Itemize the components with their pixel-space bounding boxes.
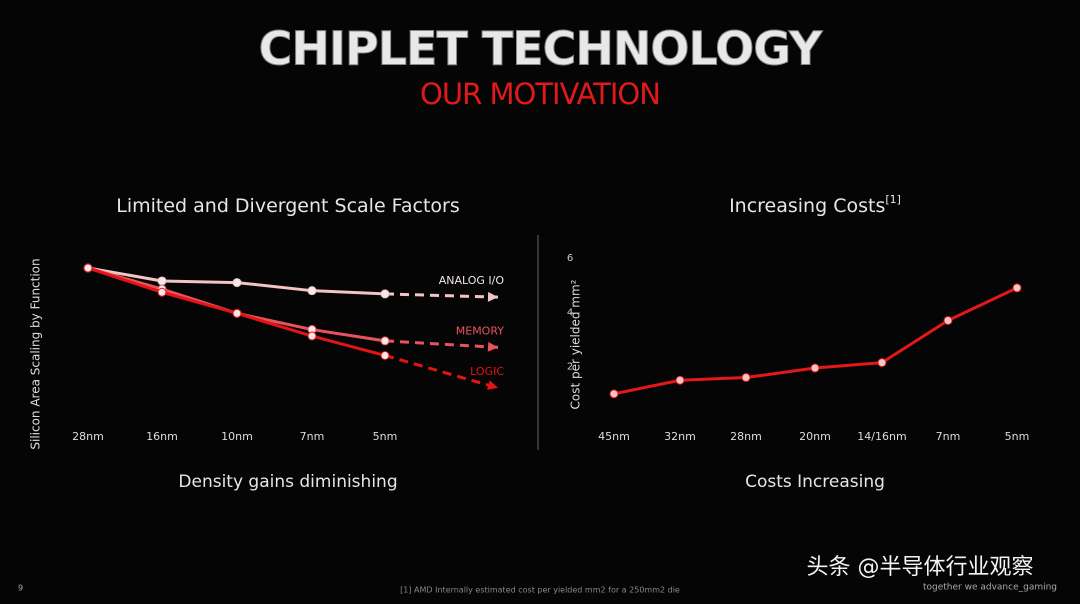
- x-tick-label: 5nm: [373, 430, 398, 443]
- data-point: [157, 276, 167, 286]
- chart-title: Increasing Costs[1]: [729, 193, 901, 217]
- x-tick-label: 28nm: [730, 430, 762, 443]
- slide-subtitle: OUR MOTIVATION: [420, 77, 660, 111]
- arrow-head: [487, 341, 498, 352]
- x-tick-label: 5nm: [1005, 430, 1030, 443]
- watermark: 头条 @半导体行业观察: [807, 555, 1034, 580]
- x-tick-label: 28nm: [72, 430, 104, 443]
- y-tick-label: 4: [567, 307, 573, 318]
- x-tick-label: 32nm: [664, 430, 696, 443]
- x-tick-label: 14/16nm: [857, 430, 906, 443]
- series-label: MEMORY: [456, 324, 505, 337]
- series-label: ANALOG I/O: [439, 274, 505, 287]
- x-axis-label: Density gains diminishing: [178, 472, 397, 492]
- x-tick-label: 16nm: [146, 430, 178, 443]
- tagline: together we advance_gaming: [923, 583, 1057, 593]
- x-tick-label: 20nm: [799, 430, 831, 443]
- footnote: [1] AMD Internally estimated cost per yi…: [400, 586, 680, 595]
- page-number: 9: [18, 584, 23, 593]
- x-tick-label: 7nm: [300, 430, 325, 443]
- series-projection: [384, 339, 499, 349]
- data-point: [83, 263, 93, 273]
- data-point: [380, 350, 390, 360]
- series-label: LOGIC: [470, 365, 504, 378]
- data-point: [380, 336, 390, 346]
- data-point: [675, 375, 685, 385]
- data-point: [380, 289, 390, 299]
- data-point: [877, 358, 887, 368]
- data-point: [307, 331, 317, 341]
- data-point: [741, 373, 751, 383]
- data-point: [232, 278, 242, 288]
- data-point: [307, 286, 317, 296]
- arrow-head: [487, 380, 498, 390]
- x-tick-label: 10nm: [221, 430, 253, 443]
- x-tick-label: 45nm: [598, 430, 630, 443]
- chart-title: Limited and Divergent Scale Factors: [116, 195, 460, 217]
- series-projection: [384, 292, 499, 299]
- data-point: [232, 308, 242, 318]
- data-point: [609, 389, 619, 399]
- y-axis-label: Silicon Area Scaling by Function: [29, 258, 43, 449]
- chart-title-text: Limited and Divergent Scale Factors: [116, 195, 460, 217]
- slide-title: CHIPLET TECHNOLOGY: [259, 22, 823, 76]
- data-point: [157, 287, 167, 297]
- y-tick-label: 6: [567, 253, 573, 264]
- arrow-head: [487, 291, 498, 302]
- series-projection: [384, 354, 499, 390]
- chart-title-note: [1]: [885, 193, 901, 206]
- y-tick-label: 2: [567, 362, 573, 373]
- x-tick-label: 7nm: [936, 430, 961, 443]
- data-point: [810, 363, 820, 373]
- data-point: [943, 315, 953, 325]
- x-axis-label: Costs Increasing: [745, 472, 885, 492]
- y-axis-label: Cost per yielded mm²: [569, 279, 583, 409]
- chart-title-text: Increasing Costs: [729, 195, 885, 217]
- data-point: [1012, 283, 1022, 293]
